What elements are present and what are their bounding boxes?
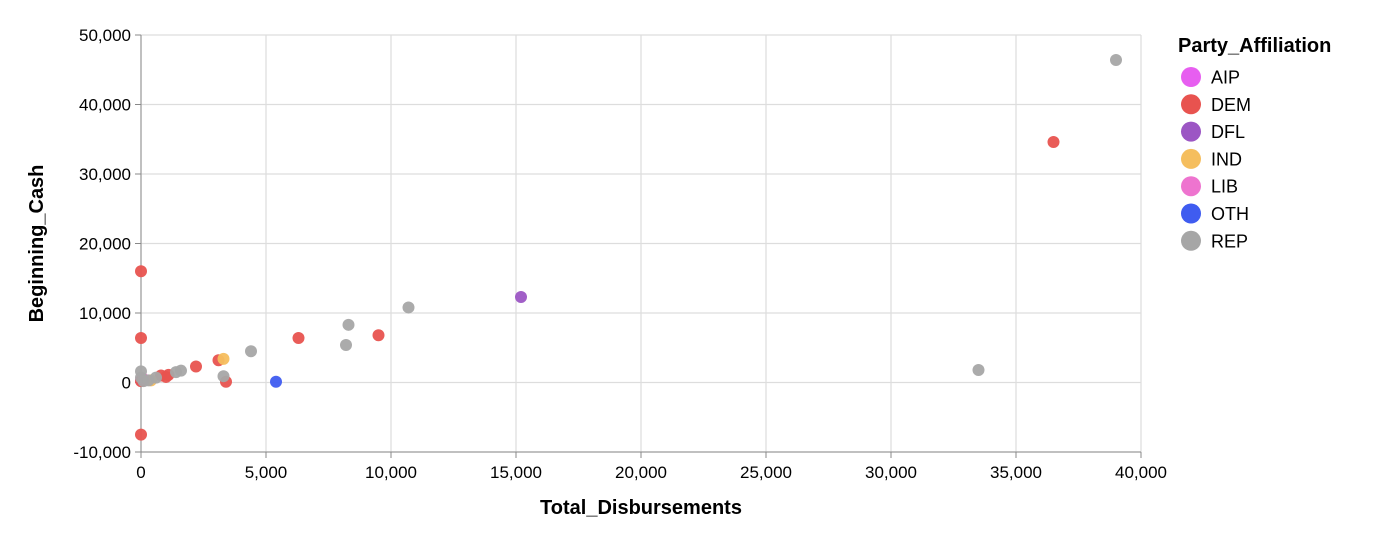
data-point-rep [150,371,162,384]
x-tick-label: 40,000 [1115,463,1167,482]
x-tick-label: 30,000 [865,463,917,482]
legend-items: AIP DEM DFL IND LIB OTH REP [1181,67,1251,251]
legend-swatch [1181,148,1201,169]
legend-swatch [1181,203,1201,224]
legend-swatch [1181,94,1201,115]
legend-item-dfl: DFL [1181,121,1245,142]
legend-swatch [1181,67,1201,87]
data-point-dem [135,265,147,278]
data-point-rep [340,338,352,351]
data-point-rep [217,370,230,383]
legend-label: DEM [1211,95,1251,115]
y-tick-label: 50,000 [79,26,131,45]
data-point-rep [1110,54,1122,67]
data-point-dem [190,360,202,373]
data-point-rep [175,364,187,377]
legend-item-lib: LIB [1181,176,1238,197]
y-tick-label: 0 [122,374,131,393]
x-tick-label: 35,000 [990,463,1042,482]
legend-label: REP [1211,231,1248,251]
data-point-dem [372,329,385,342]
data-point-dem [135,332,147,345]
legend-item-rep: REP [1181,230,1248,251]
x-axis-title: Total_Disbursements [540,497,742,519]
x-tick-label: 10,000 [365,463,417,482]
y-tick-label: 20,000 [79,235,131,254]
axes: 0 5,000 10,000 15,000 20,000 25,000 30,000 35,0… [73,26,1167,482]
x-tick-label: 15,000 [490,463,542,482]
y-tick-label: 30,000 [79,165,131,184]
data-point-rep [972,363,985,376]
legend-swatch [1181,176,1201,197]
data-points [135,54,1122,441]
legend-swatch [1181,230,1201,251]
legend-item-dem: DEM [1181,94,1251,115]
legend-label: OTH [1211,204,1249,224]
legend-item-aip: AIP [1181,67,1240,88]
x-tick-label: 0 [136,463,145,482]
data-point-dem [292,332,305,345]
legend: Party_Affiliation AIP DEM DFL IND LIB OTH REP [1178,35,1331,251]
y-tick-label: -10,000 [73,443,131,462]
data-point-rep [402,301,415,314]
data-point-dem [1047,136,1060,149]
legend-label: LIB [1211,177,1238,197]
legend-item-ind: IND [1181,148,1242,169]
x-tick-label: 25,000 [740,463,792,482]
x-tick-label: 5,000 [245,463,288,482]
legend-title: Party_Affiliation [1178,35,1331,57]
y-axis-title: Beginning_Cash [26,165,48,323]
x-tick-label: 20,000 [615,463,667,482]
data-point-ind [217,352,230,365]
data-point-dfl [515,291,527,304]
legend-label: AIP [1211,68,1240,88]
legend-swatch [1181,121,1201,142]
grid [140,34,1142,453]
legend-item-oth: OTH [1181,203,1249,224]
x-axis-ticks: 0 5,000 10,000 15,000 20,000 25,000 30,000 35,0… [136,452,1167,482]
y-tick-label: 10,000 [79,304,131,323]
data-point-rep [245,345,257,358]
legend-label: DFL [1211,122,1245,142]
data-point-dem [135,428,147,441]
data-point-rep [342,318,355,331]
data-point-oth [270,375,282,388]
legend-label: IND [1211,149,1242,169]
y-axis-ticks: -10,000 0 10,000 20,000 30,000 40,000 50,000 [73,26,141,462]
y-tick-label: 40,000 [79,96,131,115]
